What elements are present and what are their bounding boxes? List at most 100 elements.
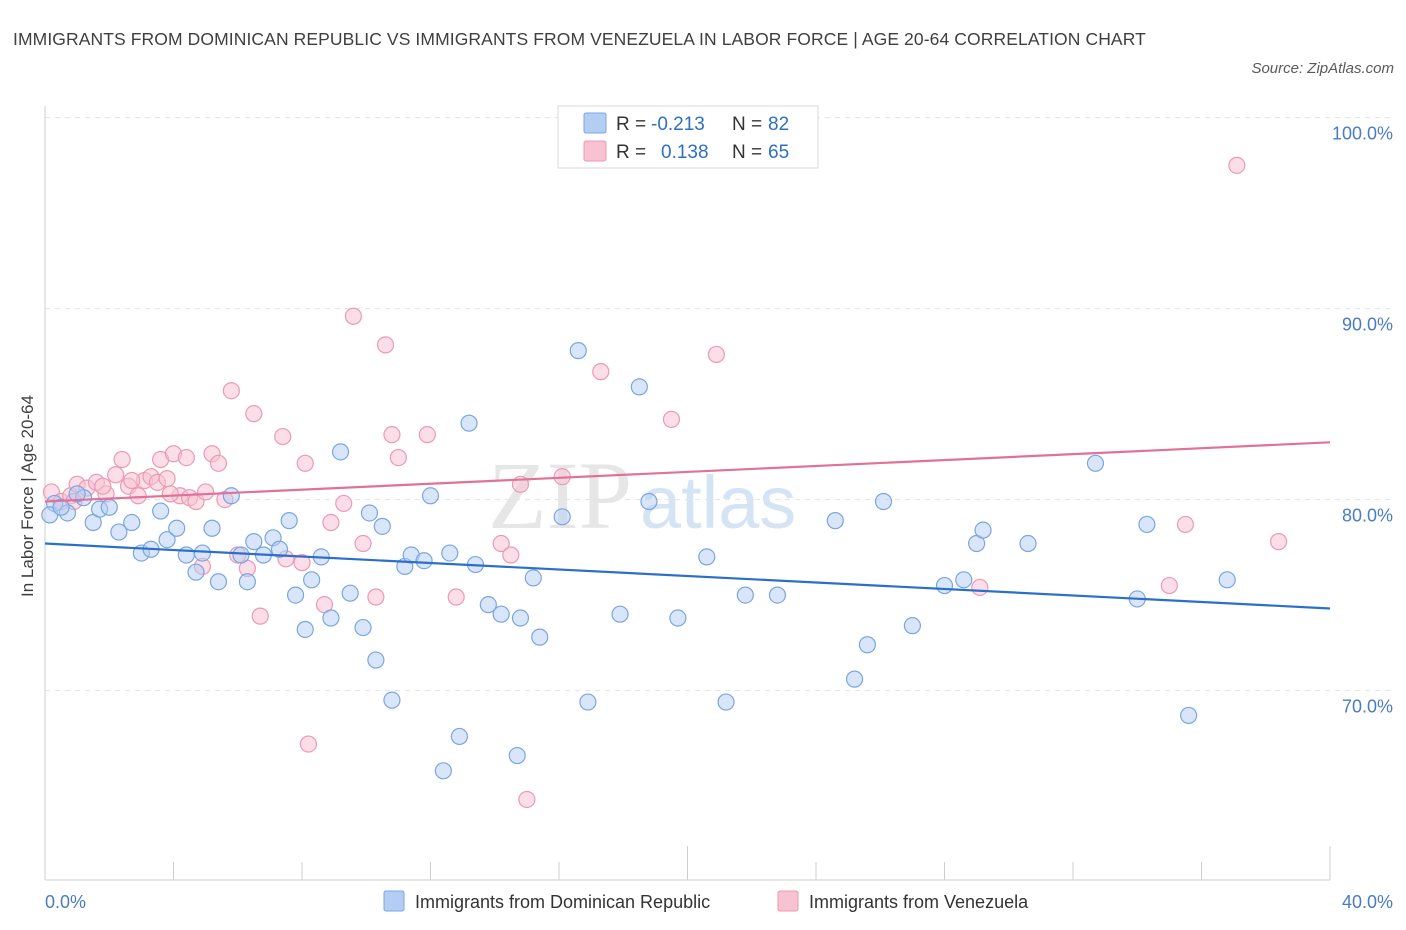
dominican-point [360,504,379,522]
venezuela-point [1269,533,1288,551]
dominican-point [270,540,289,558]
venezuela-point [177,448,195,467]
dominican-point [630,378,648,396]
dominican-point [193,544,212,562]
dominican-point [1019,534,1037,553]
dominican-point [845,670,864,688]
dominican-point [331,443,350,461]
y-tick-label: 70.0% [1342,697,1393,717]
venezuela-point [274,427,292,446]
x-tick-labels: 0.0% 40.0% [45,892,1393,912]
dominican-point [640,492,658,511]
venezuela-point [971,578,989,597]
dominican-point [698,548,716,566]
venezuela-point [296,454,314,472]
dominican-point [383,691,401,709]
grid-lines [45,117,1390,692]
bottom-legend-swatch-blue [383,890,405,912]
venezuela-point [222,382,240,400]
dominican-point [441,544,459,562]
dominican-point [508,746,526,765]
dominican-point [1218,571,1236,589]
dominican-point [955,571,973,589]
venezuela-point [354,534,372,553]
dominican-point [903,617,921,635]
watermark-atlas: atlas [640,461,796,544]
dominican-point [434,762,452,780]
dominican-point [158,531,176,549]
venezuela-point [251,607,269,625]
dominican-point [569,342,587,360]
dominican-point [974,521,992,539]
dominican-trend-line [44,542,1331,610]
dominican-point [232,546,250,564]
venezuela-point [293,554,311,572]
legend-n-label-2: N = [732,142,762,163]
venezuela-point [299,735,318,753]
venezuela-point [1176,515,1195,534]
venezuela-point [158,469,176,488]
dominican-point [524,569,542,587]
venezuela-point [662,410,681,428]
dominican-point [209,573,228,591]
venezuela-point [1228,156,1246,174]
venezuela-point [197,483,215,501]
venezuela-point [383,426,401,444]
dominican-point [415,552,433,570]
dominican-point [52,498,70,516]
dominican-point [100,498,118,516]
venezuela-point [376,336,395,354]
watermark-zip: ZIP [488,442,632,549]
dominican-point [460,414,478,432]
legend-swatch-blue [583,112,607,134]
venezuela-point [1160,576,1178,595]
venezuela-point [94,477,112,495]
bottom-legend-label-1: Immigrants from Dominican Republic [415,892,710,912]
venezuela-point [418,426,436,444]
venezuela-point [129,487,147,505]
dominican-point [479,596,497,614]
dominican-point [296,620,314,639]
dominican-points [41,342,1236,780]
trend-lines [44,441,1331,610]
legend-r-value-2: 0.138 [661,142,709,163]
y-axis-label: In Labor Force | Age 20-64 [18,395,37,597]
dominican-point [354,618,372,637]
dominican-point [553,508,571,526]
dominican-point [152,502,170,520]
legend-swatch-pink [583,140,607,162]
dominican-point [280,512,298,530]
venezuela-point [389,448,407,467]
dominican-point [717,693,735,711]
legend-n-label-1: N = [732,114,762,135]
y-tick-label: 80.0% [1342,506,1393,526]
dominican-point [611,605,629,623]
dominican-point [768,586,787,604]
venezuela-point [209,454,228,472]
dominican-point [341,584,359,602]
venezuela-point [518,790,536,809]
dominican-point [367,651,385,669]
legend-r-label-2: R = [616,142,646,163]
dominican-point [68,485,86,503]
legend-n-value-1: 82 [768,114,789,135]
venezuela-point [161,485,179,503]
dominican-point [303,571,321,589]
dominican-point [1086,454,1105,472]
venezuela-point [344,307,362,325]
dominican-point [669,609,687,627]
venezuela-point [322,513,340,532]
venezuela-trend-line [44,441,1331,503]
dominican-point [187,563,205,581]
dominican-point [826,512,844,530]
dominican-point [238,573,256,591]
venezuela-point [447,588,465,606]
venezuela-point [123,471,141,490]
dominican-point [222,487,240,505]
legend-r-value-1: -0.213 [651,114,705,135]
source-label: Source: ZipAtlas.com [1251,60,1394,77]
dominican-point [1180,706,1198,725]
venezuela-point [492,534,510,553]
y-tick-label: 90.0% [1342,315,1393,335]
